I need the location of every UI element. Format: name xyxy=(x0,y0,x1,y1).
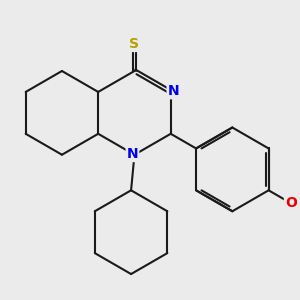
Text: N: N xyxy=(168,84,179,98)
Text: O: O xyxy=(285,196,297,210)
Text: N: N xyxy=(127,147,138,161)
Text: S: S xyxy=(130,37,140,51)
